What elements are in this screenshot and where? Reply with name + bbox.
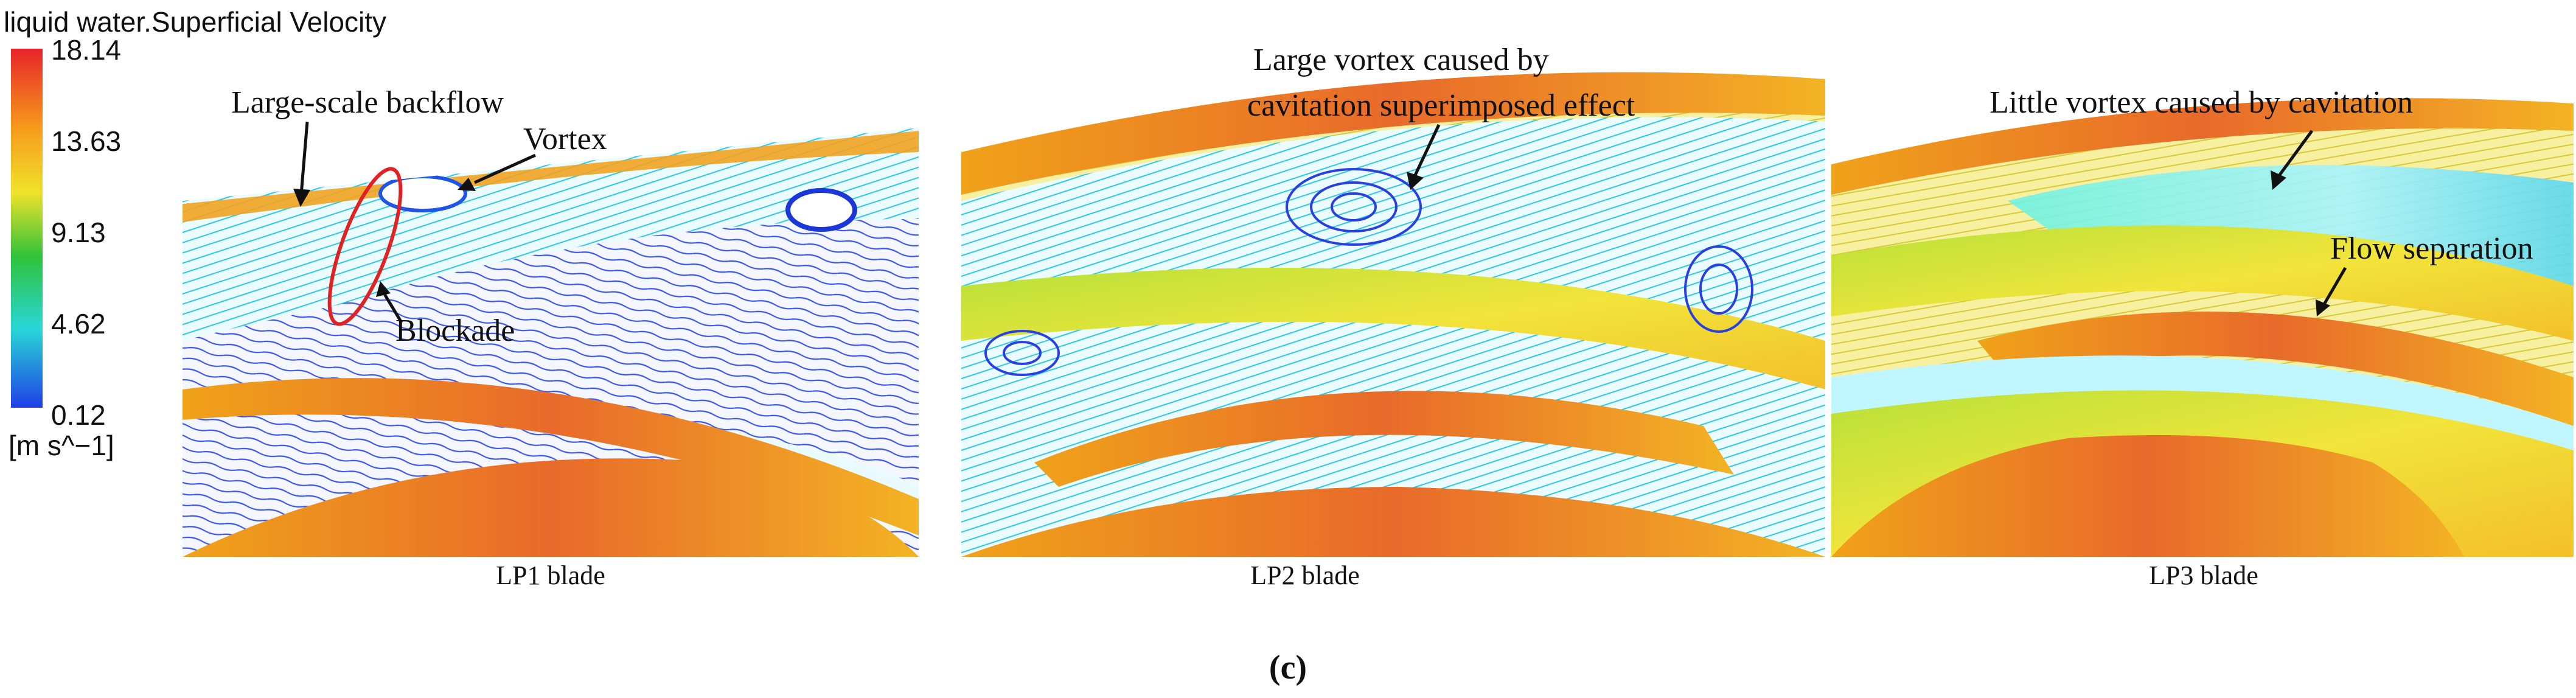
lp1-caption: LP1 blade [496, 560, 605, 590]
lp3-flow-field [1831, 98, 2574, 557]
colorbar-tick-2: 13.63 [51, 125, 121, 157]
lp3-annot-separation: Flow separation [2330, 231, 2533, 266]
colorbar: liquid water.Superficial Velocity 18.14 … [4, 6, 386, 461]
lp3-annot-vortex: Little vortex caused by cavitation [1989, 85, 2413, 120]
blockade-marker [327, 167, 403, 326]
colorbar-tick-max: 18.14 [51, 34, 121, 66]
lp1-arrow-vortex [473, 153, 537, 184]
lp3-arrowhead-vortex [2271, 170, 2286, 190]
lp2-flow-field [961, 72, 1825, 557]
figure-label: (c) [1269, 649, 1307, 686]
lp3-arrow-vortex [2277, 130, 2314, 178]
lp3-arrow-separation [2322, 267, 2347, 305]
colorbar-tick-min: 0.12 [51, 399, 106, 431]
lp1-annot-blockade: Blockade [395, 313, 515, 348]
lp2-arrowhead-vortex [1407, 172, 1424, 190]
lp2-caption: LP2 blade [1250, 560, 1360, 590]
panel-lp3: Little vortex caused by cavitation Flow … [1831, 85, 2574, 590]
lp1-arrowhead-blockade [376, 281, 391, 297]
colorbar-gradient [11, 49, 43, 408]
lp3-arrowhead-separation [2316, 299, 2330, 316]
colorbar-unit: [m s^−1] [9, 430, 114, 461]
lp1-arrowhead-vortex [458, 178, 476, 191]
colorbar-tick-4: 4.62 [51, 308, 106, 340]
lp1-annot-backflow: Large-scale backflow [231, 85, 504, 120]
colorbar-title: liquid water.Superficial Velocity [4, 6, 386, 38]
lp2-annot-line2: cavitation superimposed effect [1247, 88, 1635, 123]
lp3-caption: LP3 blade [2149, 560, 2258, 590]
lp1-flow-field [183, 128, 919, 557]
lp1-arrow-blockade [381, 291, 403, 324]
lp1-arrowhead-backflow [293, 189, 310, 207]
lp1-arrow-backflow [299, 121, 309, 195]
panel-lp2: Large vortex caused by cavitation superi… [961, 43, 1825, 590]
colorbar-tick-3: 9.13 [51, 217, 106, 248]
lp2-annot-line1: Large vortex caused by [1253, 43, 1549, 77]
lp2-arrow-vortex [1413, 124, 1441, 178]
lp1-annot-vortex: Vortex [523, 122, 607, 156]
panel-lp1: Large-scale backflow Vortex Blockade LP1… [183, 85, 919, 590]
